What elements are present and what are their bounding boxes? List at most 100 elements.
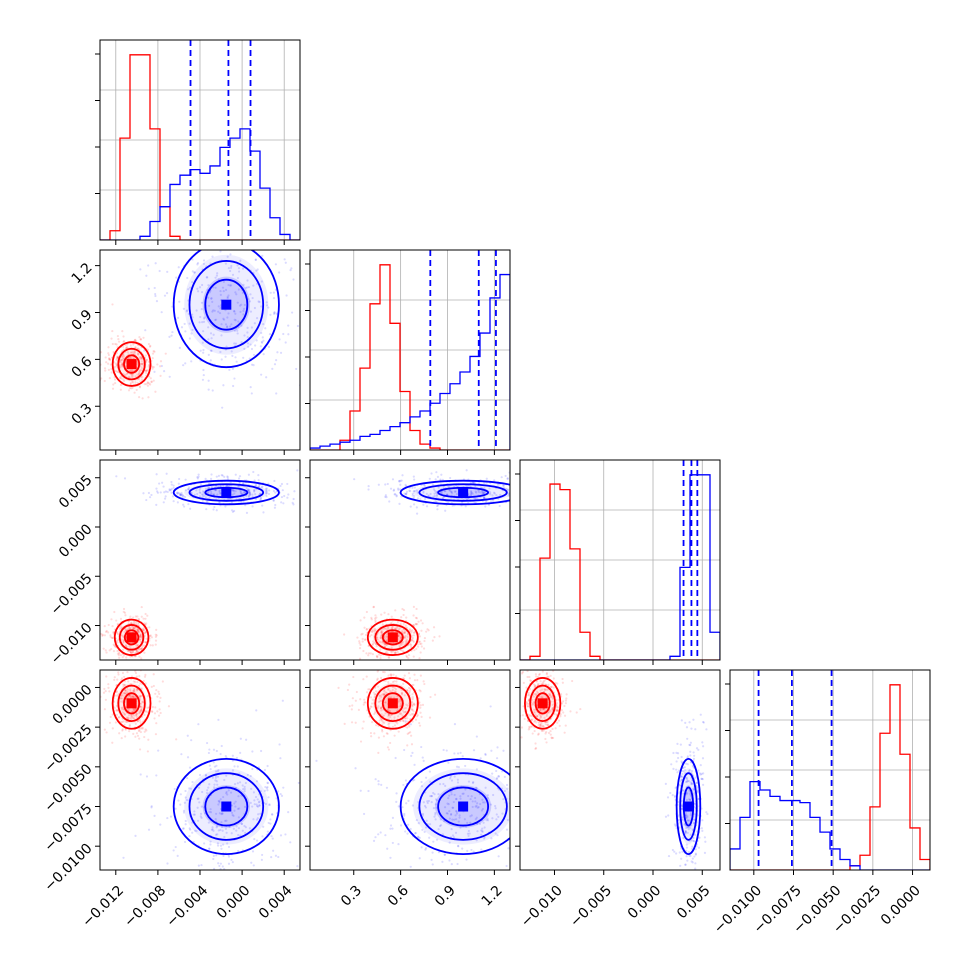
scatter-point (153, 814, 156, 817)
scatter-point (133, 627, 136, 630)
scatter-point (421, 703, 425, 706)
scatter-point (694, 852, 697, 855)
scatter-point (176, 491, 179, 494)
scatter-point (385, 691, 388, 695)
scatter-point (133, 626, 136, 629)
scatter-point (672, 751, 675, 755)
scatter-point (157, 690, 160, 693)
scatter-point (530, 718, 533, 721)
scatter-point (287, 324, 290, 327)
scatter-point (202, 348, 205, 352)
scatter-point (165, 218, 167, 220)
scatter-point (224, 262, 228, 265)
scatter-point (145, 498, 148, 502)
scatter-point (127, 649, 130, 653)
scatter-point (104, 698, 107, 701)
scatter-point (685, 798, 688, 802)
scatter-point (361, 727, 364, 730)
scatter-point (121, 362, 124, 366)
contour-red-1 (374, 684, 412, 723)
scatter-point (154, 227, 156, 229)
scatter-point (408, 691, 411, 694)
scatter-point (686, 819, 690, 822)
scatter-point (382, 714, 386, 717)
scatter-point (131, 380, 134, 383)
scatter-point (354, 767, 357, 770)
scatter-point (374, 619, 377, 622)
scatter-point (139, 635, 142, 638)
scatter-point (240, 822, 243, 825)
scatter-point (248, 827, 251, 830)
scatter-point (185, 798, 189, 802)
scatter-point (555, 713, 559, 716)
scatter-point (227, 283, 230, 287)
scatter-point (399, 649, 403, 652)
scatter-point (232, 814, 235, 817)
scatter-point (524, 476, 526, 478)
scatter-point (415, 623, 418, 626)
scatter-point (122, 340, 125, 343)
scatter-point (118, 656, 121, 659)
scatter-point (395, 675, 398, 678)
scatter-point (120, 638, 123, 641)
scatter-point (545, 730, 548, 734)
scatter-point (211, 310, 214, 313)
scatter-point (166, 816, 169, 820)
scatter-point (673, 795, 677, 798)
scatter-point (690, 860, 693, 863)
scatter-point (136, 666, 138, 668)
scatter-point (108, 649, 111, 652)
scatter-point (351, 704, 354, 707)
scatter-point (460, 880, 462, 882)
scatter-point (177, 491, 180, 495)
scatter-point (419, 619, 423, 622)
scatter-point (136, 381, 139, 384)
scatter-point (121, 634, 124, 637)
scatter-point (235, 360, 238, 363)
scatter-point (477, 805, 480, 809)
scatter-point (351, 697, 354, 700)
scatter-point (346, 688, 350, 692)
scatter-point (502, 798, 505, 801)
scatter-point (448, 810, 451, 813)
scatter-point (120, 694, 123, 697)
scatter-point (263, 768, 267, 772)
scatter-point (680, 760, 683, 763)
scatter-point (481, 830, 484, 834)
scatter-point (424, 776, 428, 779)
scatter-point (380, 718, 383, 721)
scatter-point (497, 775, 501, 778)
scatter-point (383, 721, 386, 725)
scatter-point (275, 312, 278, 315)
scatter-point (170, 487, 173, 490)
scatter-point (311, 493, 313, 495)
scatter-point (120, 358, 124, 361)
scatter-point (251, 505, 254, 508)
scatter-point (420, 785, 424, 788)
scatter-point (199, 815, 202, 818)
scatter-point (691, 769, 694, 773)
scatter-point (542, 729, 545, 732)
scatter-point (396, 722, 399, 725)
scatter-point (418, 857, 421, 860)
scatter-point (119, 697, 122, 700)
scatter-point (139, 710, 142, 714)
scatter-point (435, 838, 439, 841)
scatter-point (155, 688, 158, 692)
scatter-point (394, 688, 398, 691)
scatter-point (521, 493, 523, 495)
scatter-point (224, 323, 228, 326)
scatter-point (409, 663, 411, 665)
scatter-point (223, 475, 226, 478)
scatter-point (122, 692, 125, 695)
scatter-point (255, 483, 258, 487)
scatter-point (214, 776, 218, 779)
scatter-point (306, 811, 308, 813)
scatter-point (184, 478, 187, 481)
scatter-point (141, 362, 145, 366)
scatter-point (681, 816, 684, 819)
scatter-point (129, 688, 132, 691)
scatter-point (484, 753, 487, 756)
scatter-point (254, 258, 257, 261)
scatter-point (219, 350, 222, 354)
